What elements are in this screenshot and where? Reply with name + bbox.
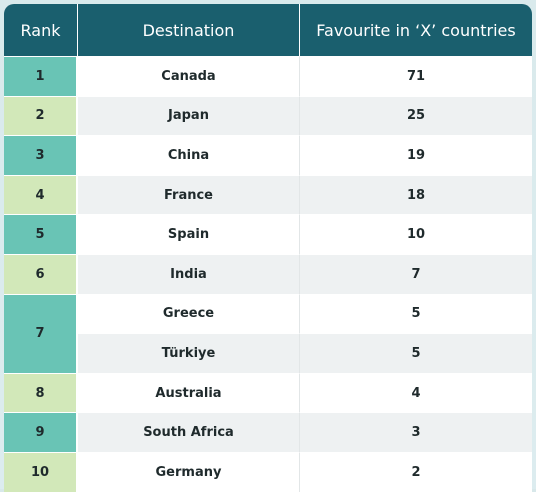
destination-cell: Canada bbox=[78, 56, 300, 96]
destination-cell: Türkiye bbox=[78, 333, 300, 373]
value-cell: 10 bbox=[300, 214, 532, 254]
rank-cell: 1 bbox=[4, 56, 78, 96]
value-cell: 4 bbox=[300, 372, 532, 413]
rank-cell: 10 bbox=[4, 451, 78, 492]
rank-cell: 6 bbox=[4, 253, 78, 294]
table-row: 7 Greece 5 bbox=[4, 293, 532, 373]
header-destination: Destination bbox=[78, 4, 300, 56]
table-row: Türkiye 5 bbox=[4, 333, 532, 373]
table-row: 9 South Africa 3 bbox=[4, 412, 532, 452]
value-cell: 19 bbox=[300, 135, 532, 175]
destination-cell: Australia bbox=[78, 372, 300, 413]
header-row: Rank Destination Favourite in ‘X’ countr… bbox=[4, 4, 532, 56]
value-cell: 18 bbox=[300, 174, 532, 215]
destination-cell: Japan bbox=[78, 95, 300, 136]
rank-cell: 3 bbox=[4, 135, 78, 175]
destination-cell: France bbox=[78, 174, 300, 215]
header-rank: Rank bbox=[4, 4, 78, 56]
table-row: 6 India 7 bbox=[4, 253, 532, 294]
value-cell: 25 bbox=[300, 95, 532, 136]
table-row: 3 China 19 bbox=[4, 135, 532, 175]
rank-cell: 7 bbox=[4, 293, 78, 373]
destination-cell: India bbox=[78, 253, 300, 294]
value-cell: 3 bbox=[300, 412, 532, 452]
destination-ranking-table: Rank Destination Favourite in ‘X’ countr… bbox=[4, 4, 532, 492]
value-cell: 7 bbox=[300, 253, 532, 294]
rank-cell: 2 bbox=[4, 95, 78, 136]
rank-cell: 5 bbox=[4, 214, 78, 254]
destination-cell: China bbox=[78, 135, 300, 175]
value-cell: 5 bbox=[300, 293, 532, 334]
rank-cell: 9 bbox=[4, 412, 78, 452]
rank-cell: 8 bbox=[4, 372, 78, 413]
destination-cell: Greece bbox=[78, 293, 300, 334]
value-cell: 71 bbox=[300, 56, 532, 96]
table-row: 8 Australia 4 bbox=[4, 372, 532, 413]
rank-cell: 4 bbox=[4, 174, 78, 215]
destination-cell: Spain bbox=[78, 214, 300, 254]
value-cell: 2 bbox=[300, 451, 532, 492]
value-cell: 5 bbox=[300, 333, 532, 373]
table-row: 1 Canada 71 bbox=[4, 56, 532, 96]
table-row: 4 France 18 bbox=[4, 174, 532, 215]
destination-cell: South Africa bbox=[78, 412, 300, 452]
table-row: 2 Japan 25 bbox=[4, 95, 532, 136]
table-row: 5 Spain 10 bbox=[4, 214, 532, 254]
header-favourite-count: Favourite in ‘X’ countries bbox=[300, 4, 532, 56]
table-row: 10 Germany 2 bbox=[4, 451, 532, 492]
destination-cell: Germany bbox=[78, 451, 300, 492]
